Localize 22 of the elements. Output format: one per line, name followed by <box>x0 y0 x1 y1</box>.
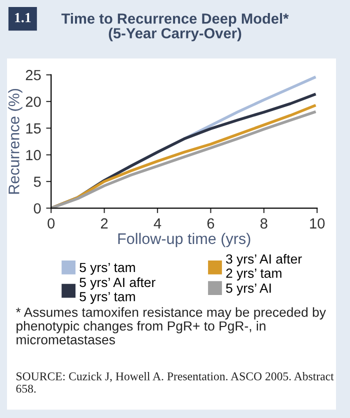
x-tick-label: 6 <box>207 218 214 229</box>
y-tick-label: 25 <box>26 70 41 80</box>
x-tick-label: 0 <box>48 218 55 229</box>
y-tick-label: 0 <box>34 203 41 214</box>
legend-label: 5 yrs’ tam <box>80 262 135 275</box>
x-tick-label: 8 <box>260 218 268 229</box>
legend-label: 5 yrs’ AI after 5 yrs’ tam <box>80 277 156 304</box>
source-note: SOURCE: Cuzick J, Howell A. Presentation. ASCO 2005. Abstract 658. <box>16 372 334 393</box>
x-tick-label: 2 <box>100 218 108 228</box>
y-tick-label: 10 <box>26 150 41 160</box>
x-tick-label: 4 <box>154 218 162 228</box>
text: 1.1 <box>15 12 31 22</box>
x-tick-label: 10 <box>310 218 325 229</box>
legend-label: 5 yrs’ AI <box>226 284 271 296</box>
x-axis-title: Follow-up time (yrs) <box>118 232 250 248</box>
y-tick-label: 15 <box>26 123 41 134</box>
chart-title: Time to Recurrence Deep Model* (5-Year Carry-Over) <box>61 13 289 42</box>
y-tick-label: 20 <box>26 96 41 107</box>
legend-label: 3 yrs’ AI after 2 yrs’ tam <box>226 254 302 280</box>
text: * Assumes tamoxifen resistance may be preceded by phenotypic changes from PgR+ to PgR-, in micrometastases <box>16 307 326 344</box>
y-tick-label: 5 <box>34 176 41 187</box>
y-axis-title: Recurrence (%) <box>8 88 22 194</box>
